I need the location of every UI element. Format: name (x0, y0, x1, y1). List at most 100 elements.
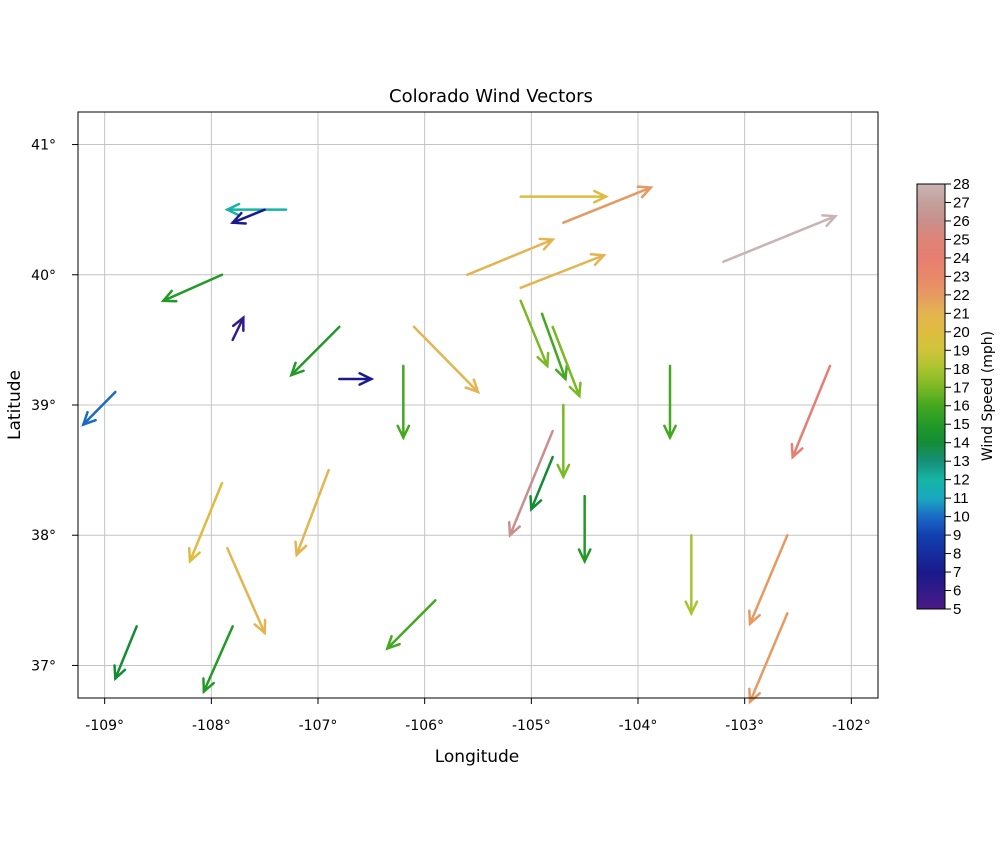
vector-head (663, 424, 677, 441)
colorbar-tick-label: 22 (953, 287, 970, 304)
vector-shaft (508, 429, 554, 537)
colorbar-tick-label: 28 (953, 176, 970, 193)
wind-vector (412, 325, 481, 395)
vector-head (396, 424, 411, 441)
vector-head (538, 237, 556, 251)
vector-head (554, 364, 569, 382)
vector-head (385, 634, 401, 651)
vector-head (748, 687, 762, 705)
colorbar-tick-label: 25 (953, 231, 970, 248)
colorbar-tick-label: 12 (953, 472, 970, 489)
vector-head (253, 618, 267, 636)
vector-shaft (386, 599, 437, 650)
vector-shaft (188, 481, 224, 563)
wind-vector (577, 494, 592, 565)
colorbar-tick-label: 17 (953, 379, 970, 396)
vector-shaft (202, 625, 234, 693)
wind-vector (231, 315, 245, 342)
x-tick-label: -103° (725, 718, 764, 734)
colorbar-label: Wind Speed (mph) (980, 331, 996, 461)
vector-shaft (530, 455, 554, 511)
x-tick-label: -107° (299, 718, 338, 734)
vector-head (294, 540, 308, 558)
colorbar-tick-label: 13 (953, 453, 970, 470)
wind-vector (113, 625, 138, 682)
x-axis: -109° -108° -107° -106° -105° -104° -103° -102° (85, 698, 871, 734)
vector-shaft (162, 273, 224, 303)
vector-head (529, 494, 543, 512)
colorbar-tick-label: 18 (953, 361, 970, 378)
vector-head (748, 609, 762, 627)
x-tick-label: -105° (512, 718, 551, 734)
vector-head (358, 372, 375, 386)
vector-head (81, 410, 97, 427)
y-tick-label: 41° (31, 138, 56, 154)
wind-vector (529, 455, 554, 512)
vector-head (231, 315, 245, 333)
grid (78, 112, 878, 698)
colorbar-tick-label: 27 (953, 194, 970, 211)
wind-vector (202, 625, 234, 695)
vector-head (636, 185, 654, 199)
vector-shaft (791, 364, 832, 459)
vector-head (230, 211, 247, 225)
colorbar-tick-label: 21 (953, 305, 970, 322)
vector-shaft (748, 533, 789, 626)
vector-shaft (519, 299, 549, 368)
colorbar-tick-label: 16 (953, 398, 970, 415)
colorbar-tick-label: 26 (953, 213, 970, 230)
wind-vector (562, 185, 654, 224)
wind-vector (540, 312, 569, 382)
vector-head (202, 677, 216, 695)
wind-vector (748, 612, 789, 705)
wind-vector (294, 468, 330, 558)
x-tick-label: -108° (192, 718, 231, 734)
y-tick-label: 37° (31, 658, 56, 674)
colorbar-tick-label: 19 (953, 342, 970, 359)
vector-head (556, 463, 571, 480)
y-axis: 37° 38° 39° 40° 41° (31, 138, 78, 674)
colorbar-tick-label: 7 (953, 564, 961, 581)
y-tick-label: 38° (31, 528, 56, 544)
x-tick-label: -106° (405, 718, 444, 734)
vector-head (790, 442, 804, 460)
colorbar-tick-label: 20 (953, 324, 970, 341)
colorbar-tick-label: 6 (953, 583, 961, 600)
wind-vector (519, 189, 609, 204)
wind-vector (160, 273, 224, 303)
vector-head (464, 378, 481, 395)
vector-shaft (748, 612, 789, 704)
vector-shaft (412, 325, 480, 394)
colorbar-tick-label: 24 (953, 250, 970, 267)
vector-layer (81, 185, 838, 705)
wind-vector (684, 533, 699, 617)
wind-vector (519, 299, 550, 369)
y-tick-label: 39° (31, 398, 56, 414)
wind-vector (226, 546, 267, 636)
wind-vector (790, 364, 832, 460)
colorbar-tick-label: 9 (953, 527, 961, 544)
vector-head (224, 202, 241, 217)
wind-vector (748, 533, 789, 627)
vector-head (684, 600, 699, 617)
colorbar-tick-label: 5 (953, 601, 961, 618)
vector-shaft (466, 238, 554, 277)
x-tick-label: -109° (85, 718, 124, 734)
x-axis-label: Longitude (435, 747, 520, 767)
vector-shaft (82, 390, 117, 426)
chart-title: Colorado Wind Vectors (389, 86, 593, 107)
vector-shaft (231, 316, 245, 342)
vector-head (589, 252, 607, 267)
x-tick-label: -102° (832, 718, 871, 734)
wind-vector (230, 208, 266, 225)
vector-shaft (562, 186, 653, 224)
vector-shaft (295, 468, 330, 557)
vector-head (289, 361, 305, 378)
wind-vector (722, 214, 838, 264)
vector-shaft (290, 325, 341, 377)
colorbar-tick-label: 10 (953, 509, 970, 526)
